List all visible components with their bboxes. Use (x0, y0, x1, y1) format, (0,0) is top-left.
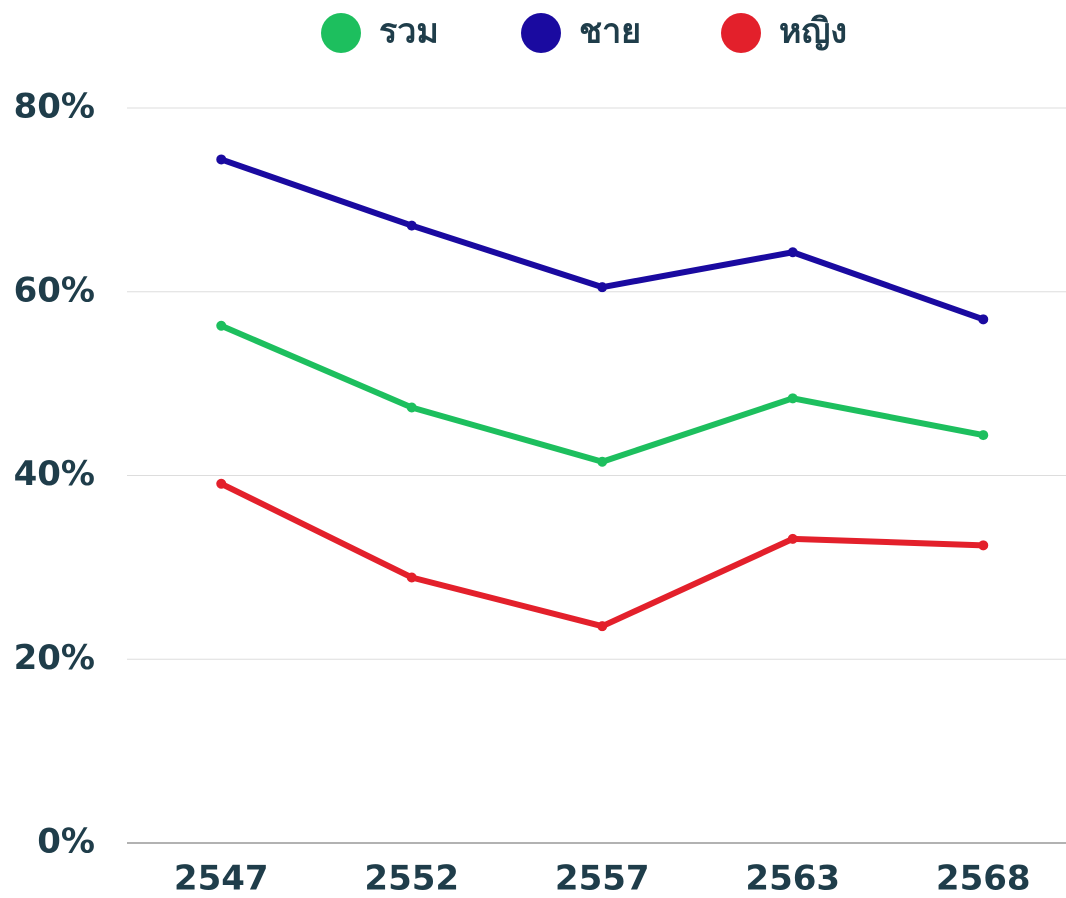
point (787, 247, 798, 258)
point (597, 621, 608, 632)
point (406, 220, 417, 231)
line (220, 322, 984, 465)
legend-swatch (321, 13, 361, 53)
legend-swatch (521, 13, 561, 53)
point (406, 572, 417, 583)
point (978, 540, 989, 551)
x-tick-label: 2568 (936, 859, 1031, 898)
x-tick-label: 2557 (555, 859, 650, 898)
legend-label: ชาย (579, 12, 641, 52)
x-tick-label: 2552 (364, 859, 459, 898)
x-tick-label: 2563 (745, 859, 840, 898)
point (978, 314, 989, 325)
x-tick-label: 2547 (174, 859, 269, 898)
point (787, 533, 798, 544)
line (219, 481, 984, 630)
point (978, 430, 989, 441)
y-tick-label: 80% (14, 87, 95, 127)
y-tick-label: 40% (14, 454, 95, 494)
y-tick-label: 60% (14, 270, 95, 310)
legend-swatch (721, 13, 761, 53)
point (597, 456, 608, 467)
point (216, 320, 227, 331)
point (406, 402, 417, 413)
legend-label: หญิง (779, 12, 847, 52)
point (597, 282, 608, 293)
point (216, 154, 227, 165)
point (216, 478, 227, 489)
y-tick-label: 20% (14, 638, 95, 678)
legend-label: รวม (379, 12, 439, 52)
y-tick-label: 0% (37, 822, 95, 862)
point (787, 393, 798, 404)
line (220, 156, 985, 323)
